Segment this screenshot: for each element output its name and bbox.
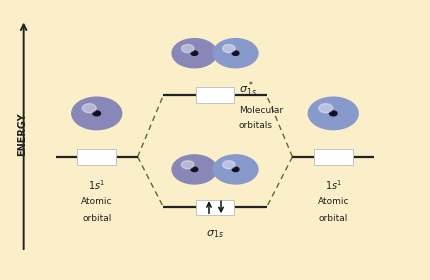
Text: $\sigma_{1s}$: $\sigma_{1s}$ bbox=[206, 228, 224, 240]
Circle shape bbox=[181, 161, 194, 169]
Circle shape bbox=[82, 104, 96, 113]
Circle shape bbox=[213, 39, 258, 68]
Circle shape bbox=[172, 39, 217, 68]
Text: ENERGY: ENERGY bbox=[17, 113, 28, 156]
Circle shape bbox=[232, 167, 239, 172]
Text: Atomic: Atomic bbox=[317, 197, 349, 206]
FancyBboxPatch shape bbox=[196, 87, 234, 103]
Circle shape bbox=[93, 111, 101, 116]
Circle shape bbox=[232, 51, 239, 55]
Text: orbitals: orbitals bbox=[239, 122, 273, 130]
Text: Atomic: Atomic bbox=[81, 197, 113, 206]
Circle shape bbox=[172, 155, 217, 184]
Circle shape bbox=[223, 161, 235, 169]
Text: orbital: orbital bbox=[319, 214, 348, 223]
Text: $1s^1$: $1s^1$ bbox=[88, 178, 105, 192]
Text: orbital: orbital bbox=[82, 214, 111, 223]
Text: $1s^1$: $1s^1$ bbox=[325, 178, 342, 192]
Text: Molecular: Molecular bbox=[239, 106, 283, 115]
FancyBboxPatch shape bbox=[77, 149, 116, 165]
Circle shape bbox=[223, 45, 235, 53]
FancyBboxPatch shape bbox=[196, 199, 234, 215]
Circle shape bbox=[191, 51, 198, 55]
Circle shape bbox=[329, 111, 337, 116]
FancyBboxPatch shape bbox=[314, 149, 353, 165]
Circle shape bbox=[319, 104, 333, 113]
Circle shape bbox=[72, 97, 122, 130]
Circle shape bbox=[213, 155, 258, 184]
Circle shape bbox=[181, 45, 194, 53]
Circle shape bbox=[191, 167, 198, 172]
Text: $\sigma^*_{1s}$: $\sigma^*_{1s}$ bbox=[239, 80, 257, 99]
Circle shape bbox=[308, 97, 358, 130]
